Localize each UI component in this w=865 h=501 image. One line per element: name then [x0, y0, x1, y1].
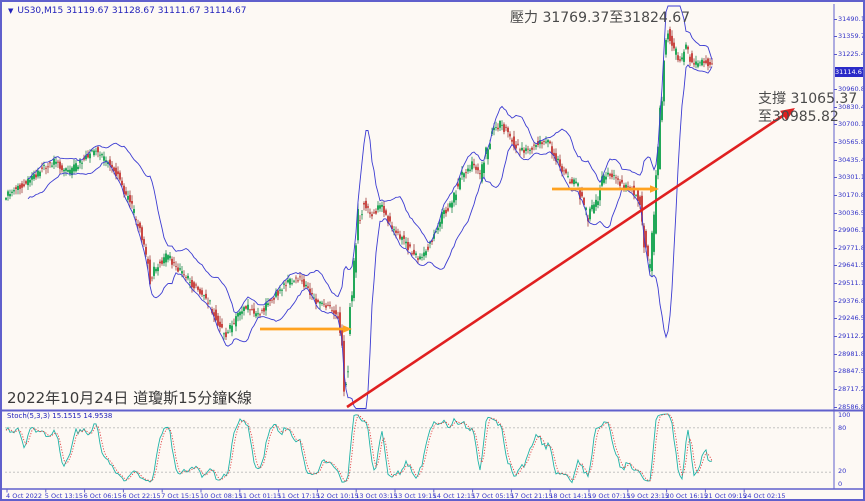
price-axis-label: 29641.50 — [833, 261, 863, 269]
dropdown-triangle-icon[interactable]: ▼ — [8, 7, 14, 15]
time-axis-label: 6 Oct 06:15 — [83, 492, 122, 500]
price-axis-label: 28717.20 — [833, 385, 863, 393]
time-axis-label: 7 Oct 15:15 — [161, 492, 200, 500]
price-axis[interactable]: 31114.67 31490.10 31359.75 31225.45 30960.8… — [833, 4, 865, 490]
time-axis-label: 17 Oct 21:15 — [510, 492, 553, 500]
support-annotation: 支撐 31065.37 至30985.82 — [758, 90, 857, 126]
time-axis-label: 19 Oct 23:15 — [626, 492, 670, 500]
price-axis-label: 30830.45 — [833, 103, 863, 111]
price-axis-label: 28981.85 — [833, 350, 863, 358]
price-axis-label: 31490.10 — [833, 15, 863, 23]
symbol-ohlc-readout: ▼ US30,M15 31119.67 31128.67 31111.67 311… — [8, 6, 246, 16]
candle-bodies-up — [5, 33, 703, 385]
support-ray-arrow-1 — [343, 325, 352, 333]
stochastic-indicator-label: Stoch(5,3,3) 15.1515 14.9538 — [7, 412, 113, 420]
price-axis-label: 28586.85 — [833, 403, 863, 411]
time-axis-label: 13 Oct 19:15 — [394, 492, 437, 500]
current-price-box: 31114.67 — [835, 66, 865, 77]
price-axis-label: 30435.45 — [833, 156, 863, 164]
stoch-scale-label: 20 — [838, 467, 847, 476]
price-axis-label: 30170.80 — [833, 191, 863, 199]
stoch-signal-line — [5, 413, 713, 483]
stoch-scale-label: 0 — [838, 479, 843, 488]
time-axis-label: 12 Oct 10:15 — [316, 492, 359, 500]
price-axis-label: 30700.10 — [833, 120, 863, 128]
price-axis-label: 29112.20 — [833, 332, 863, 340]
time-axis-label: 11 Oct 01:15 — [238, 492, 282, 500]
price-axis-label: 29511.15 — [833, 279, 863, 287]
price-axis-label: 29376.85 — [833, 297, 863, 305]
price-axis-label: 29771.85 — [833, 244, 863, 252]
stoch-scale-label: 80 — [838, 423, 847, 432]
time-axis-label: 11 Oct 17:15 — [277, 492, 320, 500]
time-axis-label: 6 Oct 22:15 — [122, 492, 161, 500]
price-axis-label: 30036.50 — [833, 209, 863, 217]
stoch-scale-label: 100 — [838, 411, 851, 419]
time-axis-label: 4 Oct 2022 — [6, 492, 43, 500]
bollinger-lower-line — [27, 64, 713, 409]
support-ray-arrow-2 — [650, 185, 659, 193]
candle-wicks-down — [15, 26, 713, 397]
time-axis-label: 10 Oct 08:15 — [200, 492, 243, 500]
trendline-arrow — [780, 108, 795, 121]
time-axis-label: 24 Oct 02:15 — [743, 492, 786, 500]
price-axis-label: 30960.80 — [833, 85, 863, 93]
chart-caption: 2022年10月24日 道瓊斯15分鐘K線 — [7, 389, 253, 407]
time-axis[interactable]: 4 Oct 2022 5 Oct 13:15 6 Oct 06:15 6 Oct 22… — [2, 490, 863, 500]
candle-bodies-down — [15, 29, 713, 392]
price-axis-label: 29906.15 — [833, 226, 863, 234]
bollinger-upper-line — [27, 5, 713, 314]
time-axis-label: 17 Oct 05:15 — [471, 492, 514, 500]
price-axis-label: 31359.75 — [833, 32, 863, 40]
time-axis-label: 14 Oct 12:15 — [432, 492, 476, 500]
support-annotation-line1: 支撐 31065.37 — [758, 91, 858, 107]
time-axis-label: 19 Oct 07:15 — [588, 492, 631, 500]
candle-wicks-up — [5, 30, 703, 388]
time-axis-label: 5 Oct 13:15 — [44, 492, 84, 500]
support-annotation-line2: 至30985.82 — [758, 109, 839, 125]
time-axis-label: 13 Oct 03:15 — [355, 492, 398, 500]
price-axis-label: 30301.15 — [833, 173, 863, 181]
price-axis-label: 30565.80 — [833, 138, 863, 146]
price-axis-label: 28847.55 — [833, 367, 863, 375]
time-axis-label: 21 Oct 09:15 — [704, 492, 747, 500]
price-axis-label: 31225.45 — [833, 50, 863, 58]
symbol-ohlc-text: US30,M15 31119.67 31128.67 31111.67 3111… — [17, 6, 247, 16]
stoch-main-line — [5, 413, 713, 484]
trendline — [346, 111, 788, 409]
price-axis-label: 29246.50 — [833, 314, 863, 322]
time-axis-label: 20 Oct 16:15 — [665, 492, 708, 500]
resistance-annotation: 壓力 31769.37至31824.67 — [510, 10, 691, 26]
time-axis-label: 18 Oct 14:15 — [549, 492, 592, 500]
